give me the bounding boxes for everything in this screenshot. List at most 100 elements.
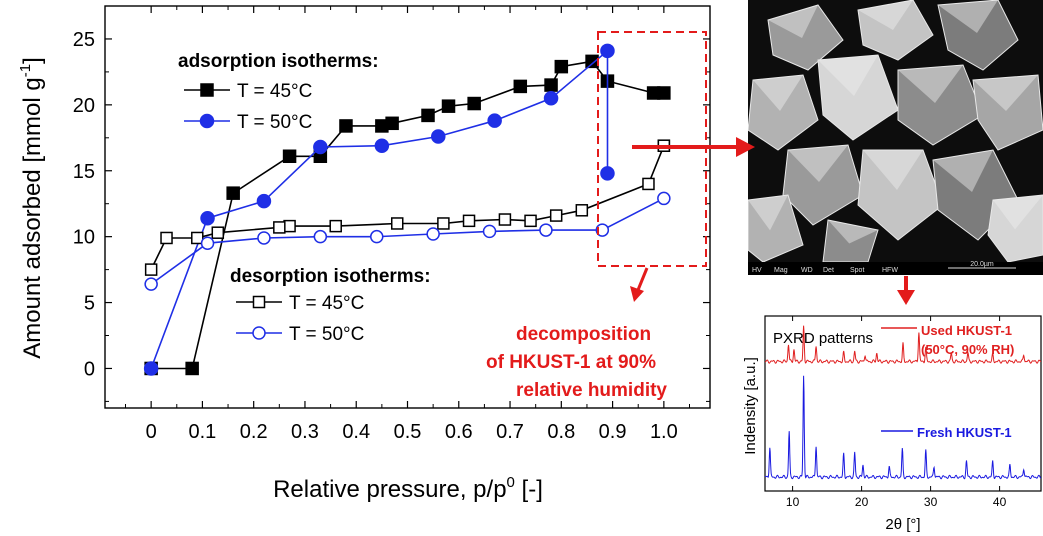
sem-crystal (987, 194, 1043, 263)
sem-crystal-facet (858, 0, 913, 30)
y-tick-label: 0 (84, 358, 95, 380)
data-point (549, 209, 563, 222)
sem-info-bar (748, 262, 1043, 275)
sem-crystal-facet (818, 55, 878, 96)
data-point (226, 186, 240, 200)
pxrd-title: PXRD patterns (773, 330, 873, 347)
legend-desorption-45-label: T = 45°C (289, 293, 364, 314)
data-point (575, 204, 589, 217)
data-point (600, 166, 615, 181)
sem-info-label: WD (801, 267, 813, 274)
sem-crystal-facet (993, 195, 1043, 230)
pxrd-trace-used (764, 325, 1041, 364)
data-point (657, 139, 671, 152)
sem-crystal (782, 144, 864, 226)
pxrd-frame (764, 315, 1042, 492)
x-tick-label: 0.7 (496, 421, 524, 443)
arrow-to-pxrd-head (897, 290, 915, 305)
y-tick-label: 10 (73, 227, 95, 249)
x-tick-label: 0.2 (240, 421, 268, 443)
data-point (329, 219, 342, 233)
data-point (462, 214, 476, 228)
annotation-line-1: decomposition (516, 324, 651, 345)
sem-scale-text: 20.0µm (970, 261, 994, 268)
legend-marker (252, 295, 266, 309)
data-point (482, 224, 497, 239)
data-point (191, 231, 204, 245)
sem-info-label: HFW (882, 267, 898, 274)
legend-adsorption-50-label: T = 50°C (237, 112, 312, 133)
sem-crystal-facet (933, 150, 993, 192)
data-point (200, 236, 215, 250)
legend-desorption-50-label: T = 50°C (289, 324, 364, 345)
series-line (150, 49, 609, 369)
data-point (282, 149, 297, 164)
x-tick-label: 0.8 (547, 421, 575, 443)
data-point (144, 277, 158, 291)
data-point (657, 86, 671, 100)
pxrd-x-tick-label: 10 (786, 495, 800, 509)
sem-info-label: Mag (774, 267, 788, 274)
data-point (657, 191, 671, 206)
series-line (150, 145, 665, 270)
sem-crystal-facet (788, 145, 848, 182)
annotation-line-2: of HKUST-1 at 90% (486, 352, 656, 373)
data-point (595, 223, 610, 237)
data-point (369, 229, 384, 244)
x-tick-label: 0.6 (445, 421, 473, 443)
sem-crystal (857, 0, 934, 61)
annotation-line-3: relative humidity (516, 380, 667, 401)
data-point (426, 227, 440, 241)
data-point (467, 96, 481, 111)
data-point (283, 219, 296, 233)
data-point (273, 221, 286, 234)
data-point (554, 59, 569, 74)
series-desorption-square (144, 139, 671, 276)
x-tick-label: 0.9 (599, 421, 627, 443)
sem-crystal (748, 74, 819, 151)
sem-crystal-facet (938, 0, 998, 33)
pxrd-legend-fresh-label: Fresh HKUST-1 (917, 425, 1012, 440)
x-tick-label: 0.3 (291, 421, 319, 443)
data-point (600, 43, 615, 59)
sem-info-label: Det (823, 267, 834, 274)
data-point (200, 210, 215, 226)
data-point (256, 193, 272, 209)
data-point (487, 113, 502, 128)
legend-marker (200, 83, 214, 97)
y-tick-label: 15 (73, 161, 95, 183)
data-point (513, 79, 528, 94)
series-adsorption-square (144, 54, 671, 376)
data-point (339, 119, 353, 133)
data-point (524, 214, 537, 228)
sem-crystal-facet (973, 75, 1038, 111)
sem-crystal (767, 4, 844, 71)
y-tick-label: 25 (73, 29, 95, 51)
data-point (539, 223, 553, 237)
sem-crystal-facet (898, 65, 963, 103)
data-point (390, 217, 404, 230)
legend-marker (252, 326, 266, 340)
sem-crystal (857, 149, 944, 241)
data-point (421, 108, 435, 123)
data-point (313, 229, 328, 244)
sem-crystal-facet (753, 75, 803, 111)
data-point (437, 217, 450, 230)
legend-adsorption-title: adsorption isotherms: (178, 51, 379, 72)
data-point (441, 99, 456, 113)
sem-crystal (817, 54, 899, 141)
data-point (385, 116, 399, 131)
pxrd-x-tick-label: 20 (855, 495, 869, 509)
x-tick-label: 0.5 (394, 421, 422, 443)
sem-crystal (748, 194, 804, 263)
sem-crystal-facet (748, 195, 788, 231)
sem-crystal (972, 74, 1043, 151)
x-tick-label: 0.1 (189, 421, 217, 443)
sem-crystal (897, 64, 984, 146)
data-point (431, 129, 446, 144)
data-point (585, 54, 599, 69)
data-point (642, 177, 655, 191)
pxrd-legend-used-sublabel: (50°C, 90% RH) (921, 342, 1014, 357)
data-point (211, 226, 225, 239)
